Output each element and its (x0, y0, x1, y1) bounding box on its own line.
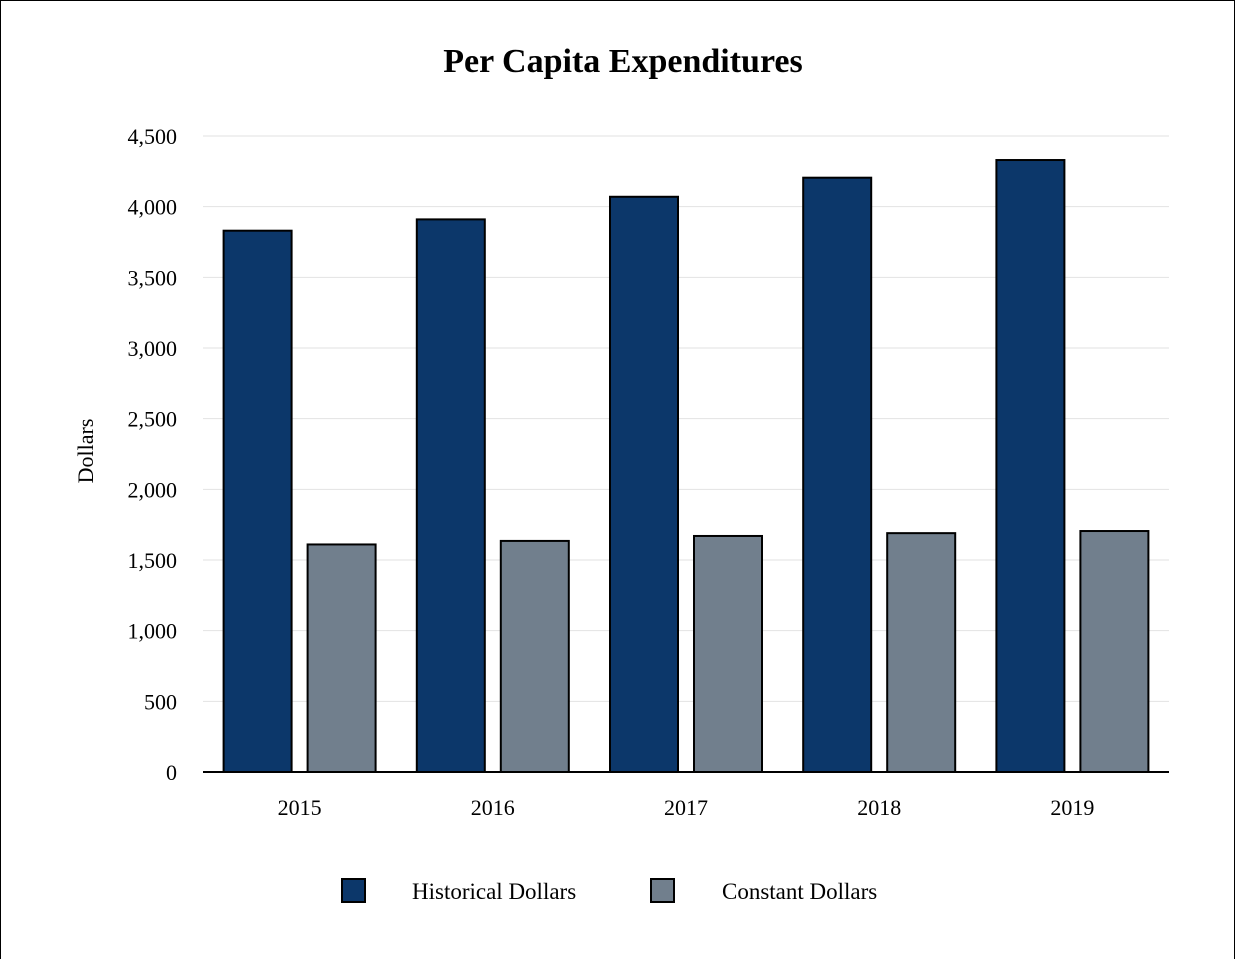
x-axis-ticks: 2015 2016 2017 2018 2019 (278, 795, 1095, 820)
legend-label: Constant Dollars (722, 879, 877, 904)
x-tick-label: 2015 (278, 795, 322, 820)
bars (222, 159, 1150, 774)
x-tick-label: 2019 (1050, 795, 1094, 820)
y-tick-label: 1,000 (128, 619, 178, 644)
y-axis-label: Dollars (73, 419, 98, 484)
y-tick-label: 4,000 (128, 195, 178, 220)
y-tick-label: 3,500 (128, 265, 178, 290)
y-tick-label: 2,500 (128, 407, 178, 432)
y-tick-label: 1,500 (128, 548, 178, 573)
bar-constant (886, 532, 957, 773)
y-tick-label: 0 (166, 760, 177, 785)
bar-constant (1079, 530, 1150, 773)
y-tick-label: 2,000 (128, 477, 178, 502)
legend-label: Historical Dollars (412, 879, 576, 904)
legend: Historical Dollars Constant Dollars (341, 878, 877, 904)
bar-constant (499, 539, 570, 773)
y-tick-label: 500 (144, 689, 177, 714)
x-tick-label: 2017 (664, 795, 708, 820)
y-tick-label: 3,000 (128, 336, 178, 361)
bar-historical (609, 195, 679, 774)
bar-constant (306, 543, 377, 773)
x-tick-label: 2018 (857, 795, 901, 820)
y-axis-ticks: 0 500 1,000 1,500 2,000 2,500 3,000 3,500 4,000 4… (128, 124, 178, 785)
legend-swatch (650, 878, 675, 903)
bar-constant (693, 534, 763, 773)
bar-historical (802, 176, 873, 773)
bar-historical (995, 159, 1066, 773)
chart-title: Per Capita Expenditures (443, 43, 803, 80)
bar-historical (222, 229, 293, 773)
x-tick-label: 2016 (471, 795, 515, 820)
bar-historical (415, 218, 486, 774)
y-tick-label: 4,500 (128, 124, 178, 149)
legend-swatch (341, 878, 366, 903)
